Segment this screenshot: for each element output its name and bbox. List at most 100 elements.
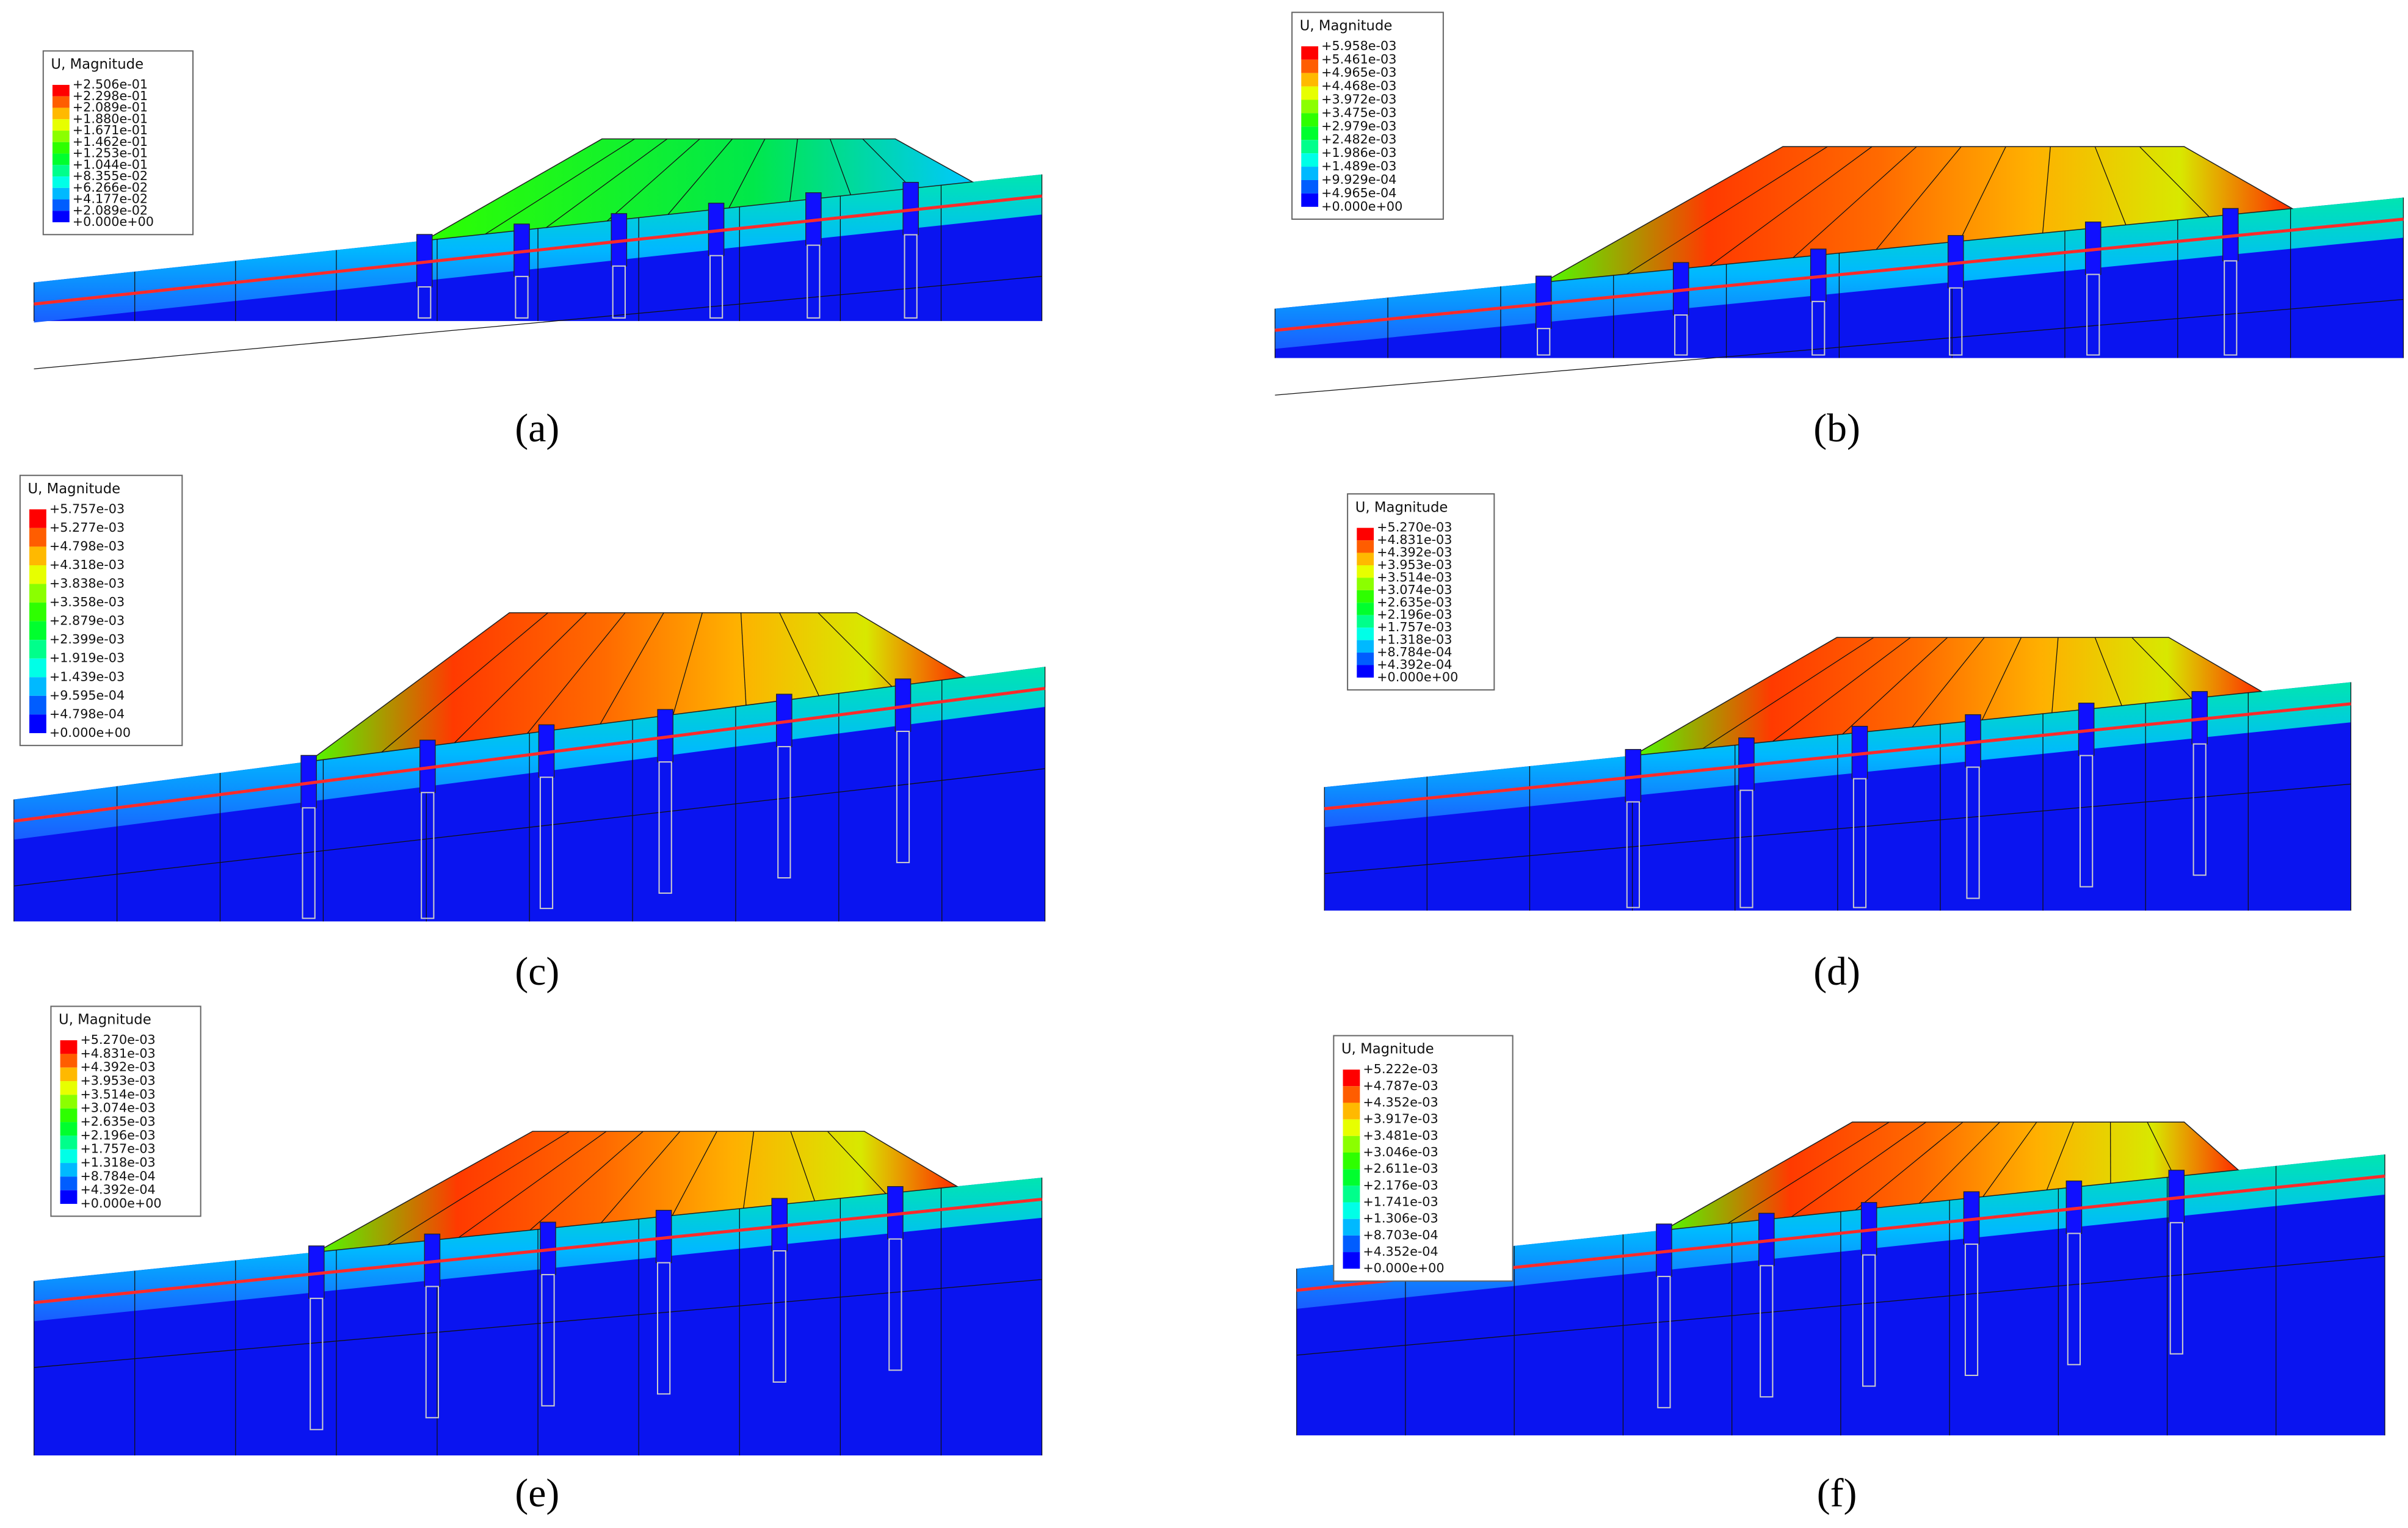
mesh-line xyxy=(1626,146,1828,275)
legend-label: +3.074e-03 xyxy=(1377,582,1452,597)
legend-swatch xyxy=(60,1095,78,1109)
embankment xyxy=(424,138,974,241)
legend-label: +4.831e-03 xyxy=(80,1046,155,1060)
pile xyxy=(1964,1244,1979,1376)
legend-label: +1.880e-01 xyxy=(73,111,148,126)
legend-swatch xyxy=(52,119,70,131)
mesh-line xyxy=(1793,146,1917,258)
legend-label: +3.475e-03 xyxy=(1321,105,1396,120)
legend-swatch xyxy=(1343,1103,1360,1120)
seepage-line xyxy=(1275,217,2404,332)
pile xyxy=(904,234,918,319)
legend-swatch xyxy=(1357,628,1374,640)
legend-swatch xyxy=(60,1108,78,1123)
seepage-line xyxy=(34,1197,1042,1305)
pile xyxy=(658,761,672,894)
mesh-line xyxy=(1275,299,2404,396)
mesh-line xyxy=(459,1131,607,1238)
mesh-line xyxy=(1855,1121,1964,1211)
mesh-line xyxy=(529,1131,644,1231)
legend-label: +1.318e-03 xyxy=(1377,632,1452,647)
mesh-line xyxy=(485,139,635,234)
legend-swatch xyxy=(1301,100,1319,114)
mesh-line xyxy=(454,612,587,744)
legend-label: +9.595e-04 xyxy=(49,688,125,703)
mesh-line xyxy=(2051,637,2059,713)
legend-label: +4.392e-03 xyxy=(80,1060,155,1074)
legend-label: +1.044e-01 xyxy=(73,157,148,172)
legend-swatch xyxy=(1343,1086,1360,1103)
legend-swatch xyxy=(1357,665,1374,678)
legend-label: +3.514e-03 xyxy=(1377,570,1452,584)
legend-swatch xyxy=(60,1067,78,1082)
pile xyxy=(1966,766,1980,899)
legend-label: +1.757e-03 xyxy=(1377,620,1452,634)
legend-label: +8.784e-04 xyxy=(1377,645,1452,659)
mesh-line xyxy=(2046,1121,2074,1190)
legend-swatch xyxy=(1343,1186,1360,1203)
pile xyxy=(421,792,435,919)
pile xyxy=(425,1286,440,1419)
legend-swatch xyxy=(1301,46,1319,60)
panel-label: (b) xyxy=(1813,406,1860,451)
legend-swatch xyxy=(52,96,70,108)
pile xyxy=(807,244,821,319)
mesh-line xyxy=(1959,146,2006,242)
mesh-line xyxy=(2147,1121,2175,1177)
legend-label: +4.177e-02 xyxy=(73,192,148,206)
legend-swatch xyxy=(52,165,70,177)
legend-label: +0.000e+00 xyxy=(1321,199,1402,214)
mesh-line xyxy=(601,1131,681,1223)
legend-swatch xyxy=(1357,552,1374,565)
legend-label: +3.514e-03 xyxy=(80,1087,155,1101)
legend-label: +4.965e-04 xyxy=(1321,186,1396,200)
mesh-line xyxy=(13,768,1045,886)
legend-label: +4.831e-03 xyxy=(1377,532,1452,547)
legend-label: +3.838e-03 xyxy=(49,576,125,591)
legend-swatch xyxy=(29,584,46,603)
legend-swatch xyxy=(1301,73,1319,87)
mesh-line xyxy=(1791,1121,1927,1217)
legend-label: +1.253e-01 xyxy=(73,146,148,161)
legend-swatch xyxy=(60,1149,78,1164)
seepage-line xyxy=(13,687,1045,823)
legend-title: U, Magnitude xyxy=(1300,18,1393,34)
legend-swatch xyxy=(60,1163,78,1177)
legend-label: +4.318e-03 xyxy=(49,557,125,572)
mesh-line xyxy=(2094,637,2122,706)
legend-swatch xyxy=(1343,1202,1360,1219)
legend-title: U, Magnitude xyxy=(51,57,143,73)
legend-swatch xyxy=(1301,140,1319,154)
legend-box xyxy=(1333,1035,1514,1282)
legend-swatch xyxy=(1343,1152,1360,1170)
legend-label: +3.481e-03 xyxy=(1363,1128,1438,1143)
legend-swatch xyxy=(1301,167,1319,180)
legend-label: +4.392e-04 xyxy=(80,1182,155,1197)
legend-label: +3.917e-03 xyxy=(1363,1112,1438,1126)
legend-label: +3.972e-03 xyxy=(1321,92,1396,106)
legend-label: +1.757e-03 xyxy=(80,1142,155,1156)
panel: U, Magnitude +5.757e-03 +5.277e-03 +4.798e-… xyxy=(13,474,1046,994)
pile xyxy=(539,777,554,910)
pile xyxy=(2192,743,2207,876)
legend-label: +3.074e-03 xyxy=(80,1101,155,1115)
legend-swatch xyxy=(60,1176,78,1190)
panel: U, Magnitude+5.270e-03+4.831e-03+4.392e-… xyxy=(33,1005,1043,1516)
seepage-line xyxy=(34,194,1042,306)
pile xyxy=(2079,755,2094,888)
mesh-line xyxy=(546,139,668,228)
legend-label: +4.392e-03 xyxy=(1377,545,1452,560)
legend-swatch xyxy=(60,1122,78,1136)
legend-label: +1.489e-03 xyxy=(1321,159,1396,173)
mesh-line xyxy=(1296,1256,2385,1356)
pile xyxy=(888,1238,902,1371)
legend-label: +4.352e-03 xyxy=(1363,1095,1438,1109)
legend-box xyxy=(19,474,183,747)
legend-label: +1.318e-03 xyxy=(80,1155,155,1170)
mesh-line xyxy=(1324,783,2351,874)
legend-swatch xyxy=(1301,113,1319,127)
legend-label: +1.462e-01 xyxy=(73,134,148,149)
legend-swatch xyxy=(1357,653,1374,665)
pile xyxy=(302,807,316,919)
